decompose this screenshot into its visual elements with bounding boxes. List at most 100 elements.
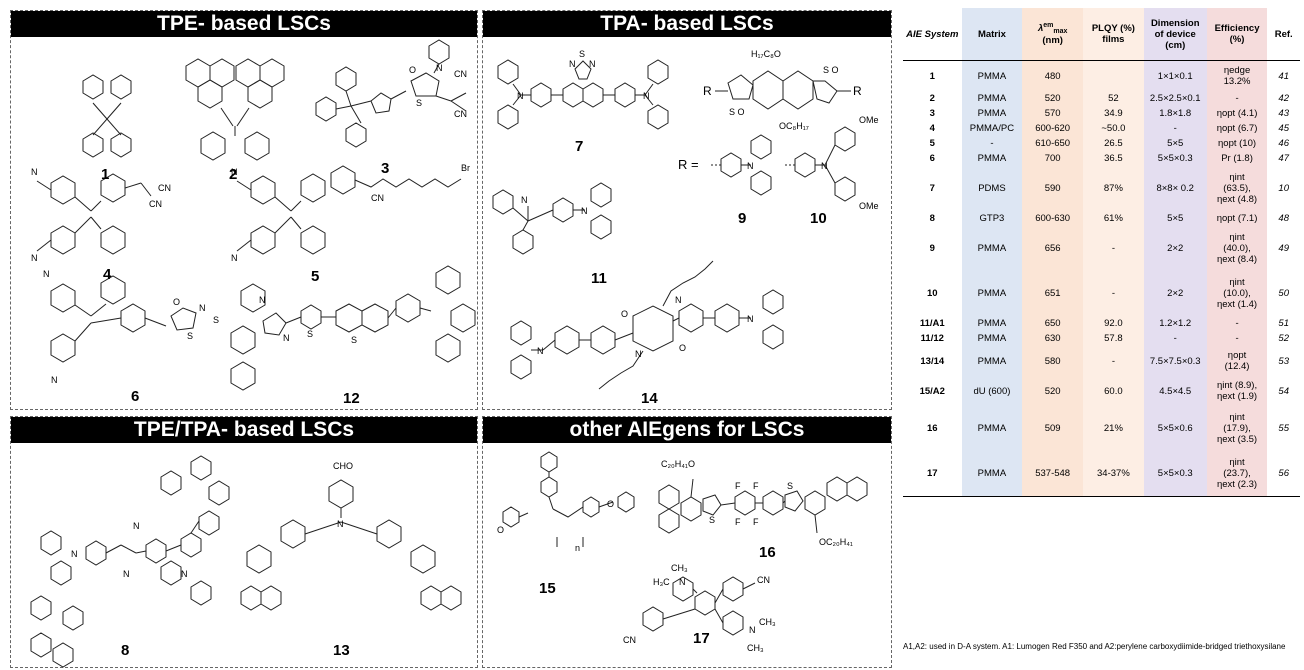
cell-dimension: 4.5×4.5	[1143, 376, 1207, 406]
atom-o: O	[679, 343, 686, 353]
cell-plqy: 92.0	[1083, 316, 1144, 331]
atom-n-repeat: n	[575, 543, 580, 553]
atom-n: N	[569, 59, 576, 69]
cell-plqy: ~50.0	[1083, 121, 1144, 136]
compound-label-11: 11	[591, 270, 607, 287]
structure-12	[230, 265, 476, 391]
cell-plqy: 21%	[1083, 406, 1144, 451]
atom-cn: CN	[371, 193, 384, 203]
atom-n: N	[747, 161, 754, 171]
atom-cn: CN	[158, 183, 171, 193]
compound-label-7: 7	[575, 138, 583, 155]
cell-system: 16	[926, 423, 938, 434]
atom-o: O	[497, 525, 504, 535]
atom-s: S	[579, 49, 585, 59]
header-matrix: Matrix	[961, 8, 1023, 61]
atom-f: F	[753, 481, 759, 491]
efficiency-line: ηint	[1229, 172, 1245, 183]
atom-ch3: CH₃	[747, 643, 764, 653]
table-row: 11/A1 PMMA 650 92.0 1.2×1.2 - 51	[903, 316, 1300, 331]
cell-dimension: 2×2	[1143, 271, 1207, 316]
cell-ref: 41	[1278, 70, 1289, 82]
table-row: 10 PMMA 651-2×2 ηint (10.0), ηext (1.4) 50	[903, 271, 1300, 316]
cell-dimension: 5×5×0.3	[1143, 451, 1207, 497]
cell-system: 11/12	[920, 333, 944, 344]
table-header-row: AIE System Matrix λemmax (nm) PLQY (%) fi…	[903, 8, 1300, 61]
efficiency-line: Pr (1.8)	[1221, 153, 1253, 164]
efficiency-line: ηint	[1229, 277, 1245, 288]
cell-system: 5	[929, 138, 935, 149]
atom-h3c: H₃C	[653, 577, 670, 587]
efficiency-line: ηint	[1229, 232, 1245, 243]
cell-ref: 49	[1278, 243, 1289, 254]
cell-matrix: PMMA	[961, 346, 1023, 376]
compound-label-10: 10	[810, 210, 827, 227]
atom-n: N	[517, 91, 524, 101]
cell-system: 8	[929, 213, 935, 224]
efficiency-line: -	[1235, 318, 1239, 329]
compound-label-17: 17	[693, 630, 710, 647]
atom-n: N	[259, 295, 266, 305]
atom-s: S	[351, 335, 357, 345]
cell-dimension: 2.5×2.5×0.1	[1143, 91, 1207, 106]
cell-plqy: 36.5	[1083, 151, 1144, 166]
cell-dimension: 1×1×0.1	[1143, 60, 1207, 91]
atom-s: S	[213, 315, 219, 325]
cell-system: 7	[929, 183, 935, 194]
cell-matrix: PMMA	[961, 331, 1023, 346]
cell-matrix: PMMA	[961, 60, 1023, 91]
atom-s: S	[416, 98, 422, 108]
cell-efficiency: ηint (8.9), ηext (1.9)	[1206, 376, 1268, 406]
cell-lambda: 600-630	[1022, 211, 1084, 226]
cell-efficiency: ηedge 13.2%	[1206, 60, 1268, 91]
cell-lambda: 651	[1022, 271, 1084, 316]
efficiency-line: ηopt (10)	[1218, 138, 1257, 149]
cell-lambda: 630	[1022, 331, 1084, 346]
atom-n: N	[675, 295, 682, 305]
cell-lambda: 570	[1022, 106, 1084, 121]
data-table: AIE System Matrix λemmax (nm) PLQY (%) fi…	[903, 8, 1300, 497]
cell-system: 15/A2	[919, 385, 945, 397]
atom-o: O	[409, 65, 416, 75]
efficiency-line: ηedge	[1223, 65, 1251, 76]
cell-system: 4	[929, 123, 935, 134]
cell-matrix: GTP3	[961, 211, 1023, 226]
compound-label-14: 14	[641, 390, 658, 407]
cell-plqy: -	[1083, 346, 1144, 376]
atom-n: N	[43, 269, 50, 279]
structure-15	[502, 451, 635, 547]
table-body: 1 PMMA 480 1×1×0.1 ηedge 13.2% 41 2 PMMA 520 52 2.5…	[903, 60, 1300, 497]
cell-system: 1	[929, 70, 935, 82]
atom-cn: CN	[757, 575, 770, 585]
atom-so2: S O	[823, 65, 839, 75]
cell-lambda: 480	[1022, 60, 1084, 91]
compound-label-2: 2	[229, 166, 237, 183]
cell-efficiency: ηopt (12.4)	[1206, 346, 1268, 376]
compound-label-15: 15	[539, 580, 556, 597]
atom-n: N	[679, 577, 686, 587]
cell-dimension: 1.2×1.2	[1143, 316, 1207, 331]
tpa-structures: N N S N N 7 H₁₇C₈O OC₈H₁₇ R R S O S O R …	[492, 49, 879, 407]
efficiency-line: -	[1235, 333, 1239, 344]
atom-oc20h41: OC₂₀H₄₁	[819, 537, 853, 547]
efficiency-line: ηopt	[1227, 350, 1247, 361]
atom-n: N	[749, 625, 756, 635]
compound-label-6: 6	[131, 388, 139, 405]
atom-ch3: CH₃	[671, 563, 688, 573]
tpe-tpa-structures: N N N N 8 CHO N 13	[30, 455, 462, 668]
cell-efficiency: -	[1206, 91, 1268, 106]
structure-11	[492, 182, 612, 255]
atom-n: N	[31, 167, 38, 177]
cell-system: 17	[903, 451, 962, 497]
structure-17	[642, 576, 756, 636]
table-row: 2 PMMA 520 52 2.5×2.5×0.1 - 42	[903, 91, 1300, 106]
cell-plqy: 61%	[1083, 211, 1144, 226]
compound-label-5: 5	[311, 268, 319, 285]
structure-7	[497, 59, 669, 130]
panel-tpe-based: TPE- based LSCs	[10, 10, 478, 410]
efficiency-line: ηext (3.5)	[1216, 434, 1258, 445]
atom-o: O	[621, 309, 628, 319]
structure-16	[658, 476, 868, 534]
atom-n: N	[51, 375, 58, 385]
efficiency-line: ηext (2.3)	[1216, 479, 1258, 490]
